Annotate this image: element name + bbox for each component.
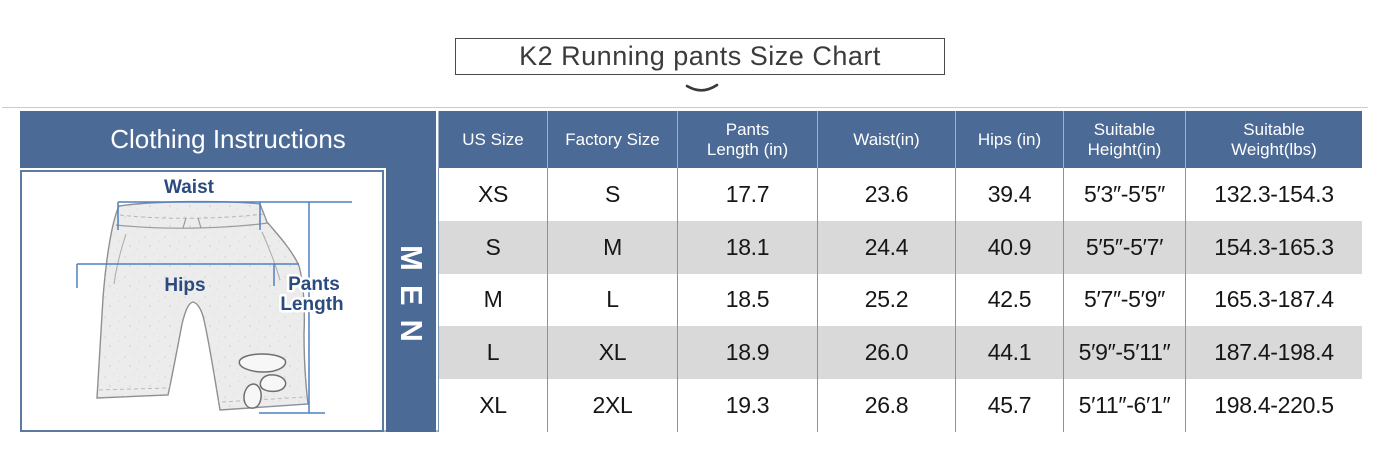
cell-us-size: L [438, 326, 547, 380]
cell-factory-size: S [547, 168, 677, 221]
clothing-instructions-header: Clothing Instructions [20, 111, 438, 168]
cell-weight: 198.4-220.5 [1185, 379, 1362, 432]
cell-pants-length: 18.9 [677, 326, 817, 380]
cell-us-size: M [438, 273, 547, 327]
cell-factory-size: XL [547, 326, 677, 380]
cell-waist: 24.4 [817, 220, 955, 274]
waist-ticks [117, 202, 261, 230]
col-header-suitable-weight: Suitable Weight(lbs) [1185, 111, 1362, 168]
hips-ticks [76, 264, 275, 288]
col-header-factory-size: Factory Size [547, 111, 677, 168]
title-box: K2 Running pants Size Chart [455, 38, 945, 75]
cell-waist: 26.0 [817, 326, 955, 380]
brand-logo-icon [238, 353, 287, 409]
cell-weight: 187.4-198.4 [1185, 326, 1362, 380]
cell-us-size: XL [438, 379, 547, 432]
top-hairline [2, 107, 1368, 108]
cell-pants-length: 18.1 [677, 220, 817, 274]
col-header-label: US Size [462, 129, 524, 149]
cell-pants-length: 17.7 [677, 168, 817, 221]
cell-height: 5′3″-5′5″ [1063, 168, 1185, 221]
col-header-label: Pants Length (in) [706, 119, 789, 159]
cell-waist: 25.2 [817, 273, 955, 327]
cell-hips: 44.1 [955, 326, 1063, 380]
cell-weight: 132.3-154.3 [1185, 168, 1362, 221]
cell-waist: 26.8 [817, 379, 955, 432]
cell-us-size: S [438, 220, 547, 274]
shorts-outline-icon [96, 200, 309, 411]
col-header-suitable-height: Suitable Height(in) [1063, 111, 1185, 168]
cell-pants-length: 18.5 [677, 273, 817, 327]
cell-hips: 45.7 [955, 379, 1063, 432]
cell-height: 5′7″-5′9″ [1063, 273, 1185, 327]
table-header-row: Clothing Instructions US Size Factory Si… [20, 111, 1362, 168]
col-header-waist: Waist(in) [817, 111, 955, 168]
shorts-diagram-svg: Waist Hips Pants Length [76, 177, 352, 414]
clothing-instructions-panel: Waist Hips Pants Length MEN [20, 168, 438, 432]
cell-height: 5′9″-5′11″ [1063, 326, 1185, 380]
cell-us-size: XS [438, 168, 547, 221]
col-header-label: Suitable Height(in) [1087, 119, 1162, 159]
cell-weight: 154.3-165.3 [1185, 220, 1362, 274]
hips-label: Hips [164, 275, 205, 296]
col-header-label: Suitable Weight(lbs) [1231, 119, 1317, 159]
gender-bar: MEN [386, 168, 436, 432]
cell-waist: 23.6 [817, 168, 955, 221]
col-header-label: Waist(in) [853, 129, 920, 149]
cell-factory-size: L [547, 273, 677, 327]
gender-label: MEN [394, 244, 429, 356]
swoosh-underline-icon [685, 83, 719, 92]
cell-hips: 42.5 [955, 273, 1063, 327]
cell-factory-size: 2XL [547, 379, 677, 432]
shorts-measurement-diagram: Waist Hips Pants Length [20, 170, 384, 432]
size-chart-table: Clothing Instructions US Size Factory Si… [20, 111, 1362, 432]
waist-label: Waist [164, 177, 215, 198]
cell-height: 5′5″-5′7′ [1063, 220, 1185, 274]
cell-pants-length: 19.3 [677, 379, 817, 432]
cell-hips: 39.4 [955, 168, 1063, 221]
cell-hips: 40.9 [955, 220, 1063, 274]
col-header-label: Factory Size [565, 129, 660, 149]
measurement-lines [76, 201, 352, 414]
cell-height: 5′11″-6′1″ [1063, 379, 1185, 432]
pants-length-label-line1: Pants [288, 274, 340, 295]
cell-factory-size: M [547, 220, 677, 274]
col-header-label: Hips (in) [977, 129, 1042, 149]
cell-weight: 165.3-187.4 [1185, 273, 1362, 327]
pants-length-label-line2: Length [280, 294, 343, 315]
col-header-us-size: US Size [438, 111, 547, 168]
size-data-grid: XS S 17.7 23.6 39.4 5′3″-5′5″ 132.3-154.… [438, 168, 1362, 432]
col-header-pants-length: Pants Length (in) [677, 111, 817, 168]
table-body: Waist Hips Pants Length MEN XS S 17.7 23… [20, 168, 1362, 432]
col-header-hips: Hips (in) [955, 111, 1063, 168]
page-title: K2 Running pants Size Chart [519, 41, 881, 71]
